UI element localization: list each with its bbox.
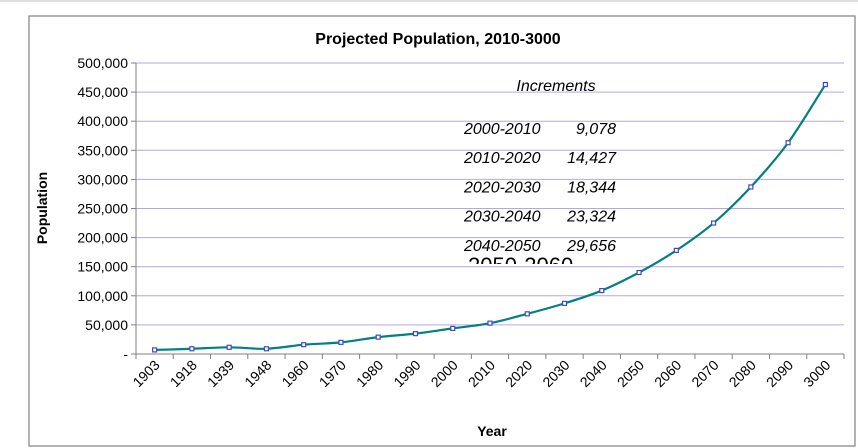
data-point (524, 311, 530, 317)
data-point (710, 220, 717, 226)
y-tick-labels: - 50,000 100,000 150,000 200,000 250,000 300,0… (77, 55, 128, 362)
data-point (412, 331, 419, 337)
data-point (226, 344, 232, 350)
data-point (375, 334, 381, 340)
y-tick-label: 300,000 (77, 171, 128, 187)
annotation-heading: Increments (516, 78, 595, 95)
y-axis-title: Population (34, 172, 50, 244)
y-tick-label: 250,000 (77, 201, 128, 217)
increment-value: 9,078 (576, 121, 616, 138)
increment-range: 2030-2040 (463, 209, 541, 226)
y-tick-label: 500,000 (77, 55, 128, 71)
y-tick-label: 450,000 (77, 84, 128, 100)
increment-value: 18,344 (567, 179, 616, 196)
data-point (673, 247, 679, 254)
increment-range: 2040-2050 (463, 238, 541, 255)
increment-range: 2000-2010 (463, 121, 541, 138)
increment-row-cut: 2050-2060 (468, 253, 573, 278)
increments-annotation: Increments 2000-2010 9,078 2010-2020 14,427… (463, 78, 617, 278)
y-tick-label: - (123, 346, 128, 362)
axes (131, 62, 845, 359)
increment-value: 23,324 (566, 209, 616, 226)
data-point (748, 184, 754, 190)
y-tick-label: 400,000 (77, 113, 128, 129)
y-tick-label: 350,000 (77, 142, 128, 158)
y-tick-label: 200,000 (77, 230, 128, 246)
data-point (487, 320, 493, 326)
y-tick-label: 50,000 (85, 317, 128, 333)
data-point (785, 140, 791, 146)
chart-frame (28, 15, 856, 447)
series-layer (152, 81, 828, 353)
data-point (263, 346, 270, 352)
data-point (152, 347, 158, 353)
increment-range: 2020-2030 (463, 179, 541, 196)
data-point (599, 287, 605, 294)
y-tick-label: 100,000 (77, 288, 128, 304)
increment-range: 2010-2020 (463, 150, 541, 167)
chart-title: Projected Population, 2010-3000 (315, 31, 561, 48)
y-tick-label: 150,000 (77, 259, 128, 275)
x-axis-title: Year (477, 423, 507, 439)
data-point (822, 81, 828, 88)
data-point (636, 269, 642, 276)
data-point (301, 342, 307, 348)
data-point (189, 346, 195, 352)
increment-value: 14,427 (567, 150, 617, 167)
increment-value: 29,656 (566, 238, 616, 255)
gridlines (136, 62, 844, 326)
data-point (338, 339, 344, 345)
data-point (450, 325, 456, 331)
data-point (561, 300, 568, 306)
